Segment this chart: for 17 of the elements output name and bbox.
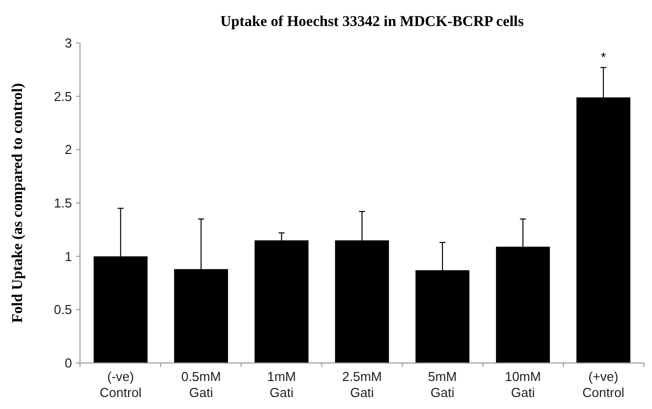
y-tick-label: 0 [64, 356, 72, 371]
x-tick-label: (-ve) Control [100, 369, 142, 400]
y-tick-label: 2 [64, 142, 72, 158]
y-tick-label: 0.5 [54, 302, 72, 318]
y-tick-label: 1.5 [54, 196, 72, 211]
x-tick-label: 0.5mM Gati [181, 369, 221, 400]
x-tick-label: 10mM Gati [504, 369, 541, 400]
y-tick-label: 2.5 [54, 88, 72, 104]
chart-title: Uptake of Hoechst 33342 in MDCK-BCRP cells [220, 14, 524, 30]
x-tick-label: 2.5mM Gati [342, 369, 382, 400]
x-tick-label: 1mM Gati [267, 369, 296, 400]
y-tick-label: 1 [64, 248, 72, 264]
y-tick-label: 3 [64, 36, 72, 51]
x-tick-label: 5mM Gati [428, 369, 457, 400]
y-axis-title: Fold Uptake (as compared to control) [10, 83, 26, 323]
x-tick-label: (+ve) Control [582, 369, 624, 400]
annotation: * [600, 50, 606, 65]
